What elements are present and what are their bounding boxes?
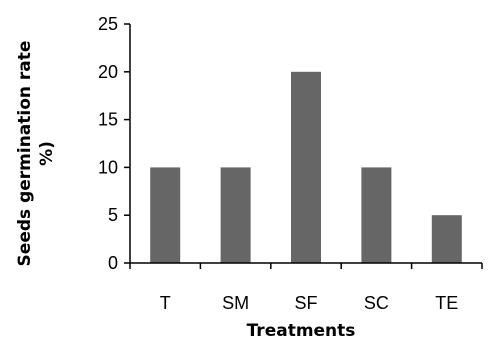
bars <box>150 71 462 263</box>
bar-SC <box>361 167 392 263</box>
y-tick-label-0: 0 <box>108 253 118 273</box>
bar-SM <box>220 167 251 263</box>
bar-T <box>150 167 181 263</box>
x-tick-labels: T SM SF SC TE <box>160 293 459 313</box>
y-tick-label-10: 10 <box>98 157 118 177</box>
y-tick-label-25: 25 <box>98 14 118 34</box>
x-tick-label-T: T <box>160 293 171 313</box>
x-tick-label-TE: TE <box>435 293 458 313</box>
x-tick-label-SC: SC <box>364 293 389 313</box>
y-tick-label-20: 20 <box>98 62 118 82</box>
x-tick-label-SF: SF <box>294 293 317 313</box>
y-tick-label-5: 5 <box>108 205 118 225</box>
y-axis-ticks <box>124 23 130 264</box>
bar-SF <box>291 71 321 263</box>
y-axis-title-line-2: %) <box>37 141 57 166</box>
y-tick-label-15: 15 <box>98 110 118 130</box>
y-axis-title-line-1: Seeds germination rate <box>15 41 35 267</box>
x-axis-ticks <box>129 263 483 269</box>
x-axis-title: Treatments <box>247 321 356 340</box>
x-tick-label-SM: SM <box>222 293 249 313</box>
bar-TE <box>431 215 462 263</box>
y-tick-labels: 0 5 10 15 20 25 <box>98 14 118 273</box>
